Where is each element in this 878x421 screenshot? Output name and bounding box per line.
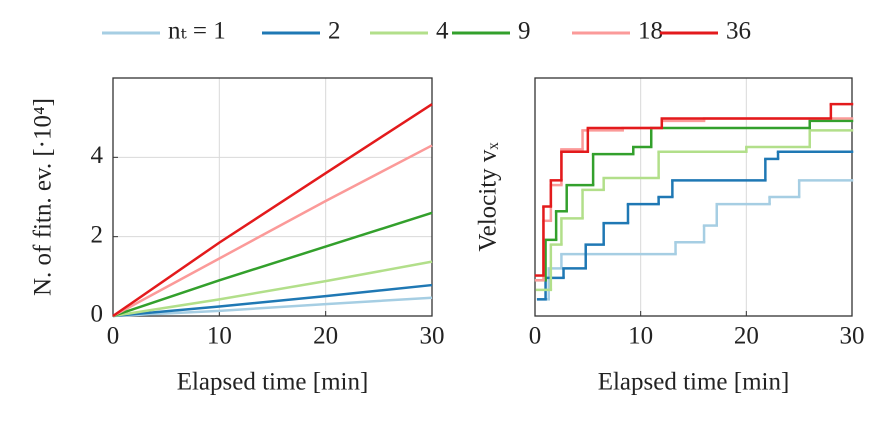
y-tick-label: 4 <box>91 142 104 169</box>
x-tick-label: 20 <box>313 323 338 350</box>
legend-label: 2 <box>328 18 341 45</box>
plot-frame <box>112 77 433 317</box>
legend-label: 18 <box>638 18 663 45</box>
x-tick-label: 20 <box>734 323 759 350</box>
series-line <box>112 260 433 318</box>
series-line <box>112 211 433 318</box>
legend-label: 4 <box>436 18 449 45</box>
x-tick-label: 10 <box>207 323 232 350</box>
series-line <box>112 283 433 318</box>
x-tick-label: 30 <box>420 323 445 350</box>
x-axis-label: Elapsed time [min] <box>177 369 369 396</box>
y-tick-label: 2 <box>91 221 104 248</box>
x-tick-label: 0 <box>107 323 120 350</box>
y-tick-label: 0 <box>91 301 104 328</box>
y-axis-label: Velocity vₓ <box>475 142 502 252</box>
x-axis-label: Elapsed time [min] <box>598 369 790 396</box>
y-axis-label: N. of fitn. ev. [·10⁴] <box>30 98 57 296</box>
series-line <box>112 144 433 318</box>
legend-label: 9 <box>518 18 531 45</box>
legend-label: nₜ = 1 <box>168 18 226 45</box>
x-tick-label: 0 <box>529 323 542 350</box>
plot-frame <box>534 77 853 317</box>
x-tick-label: 10 <box>628 323 653 350</box>
series-line <box>112 103 433 318</box>
legend-label: 36 <box>726 18 751 45</box>
series-line <box>112 296 433 318</box>
x-tick-label: 30 <box>840 323 865 350</box>
